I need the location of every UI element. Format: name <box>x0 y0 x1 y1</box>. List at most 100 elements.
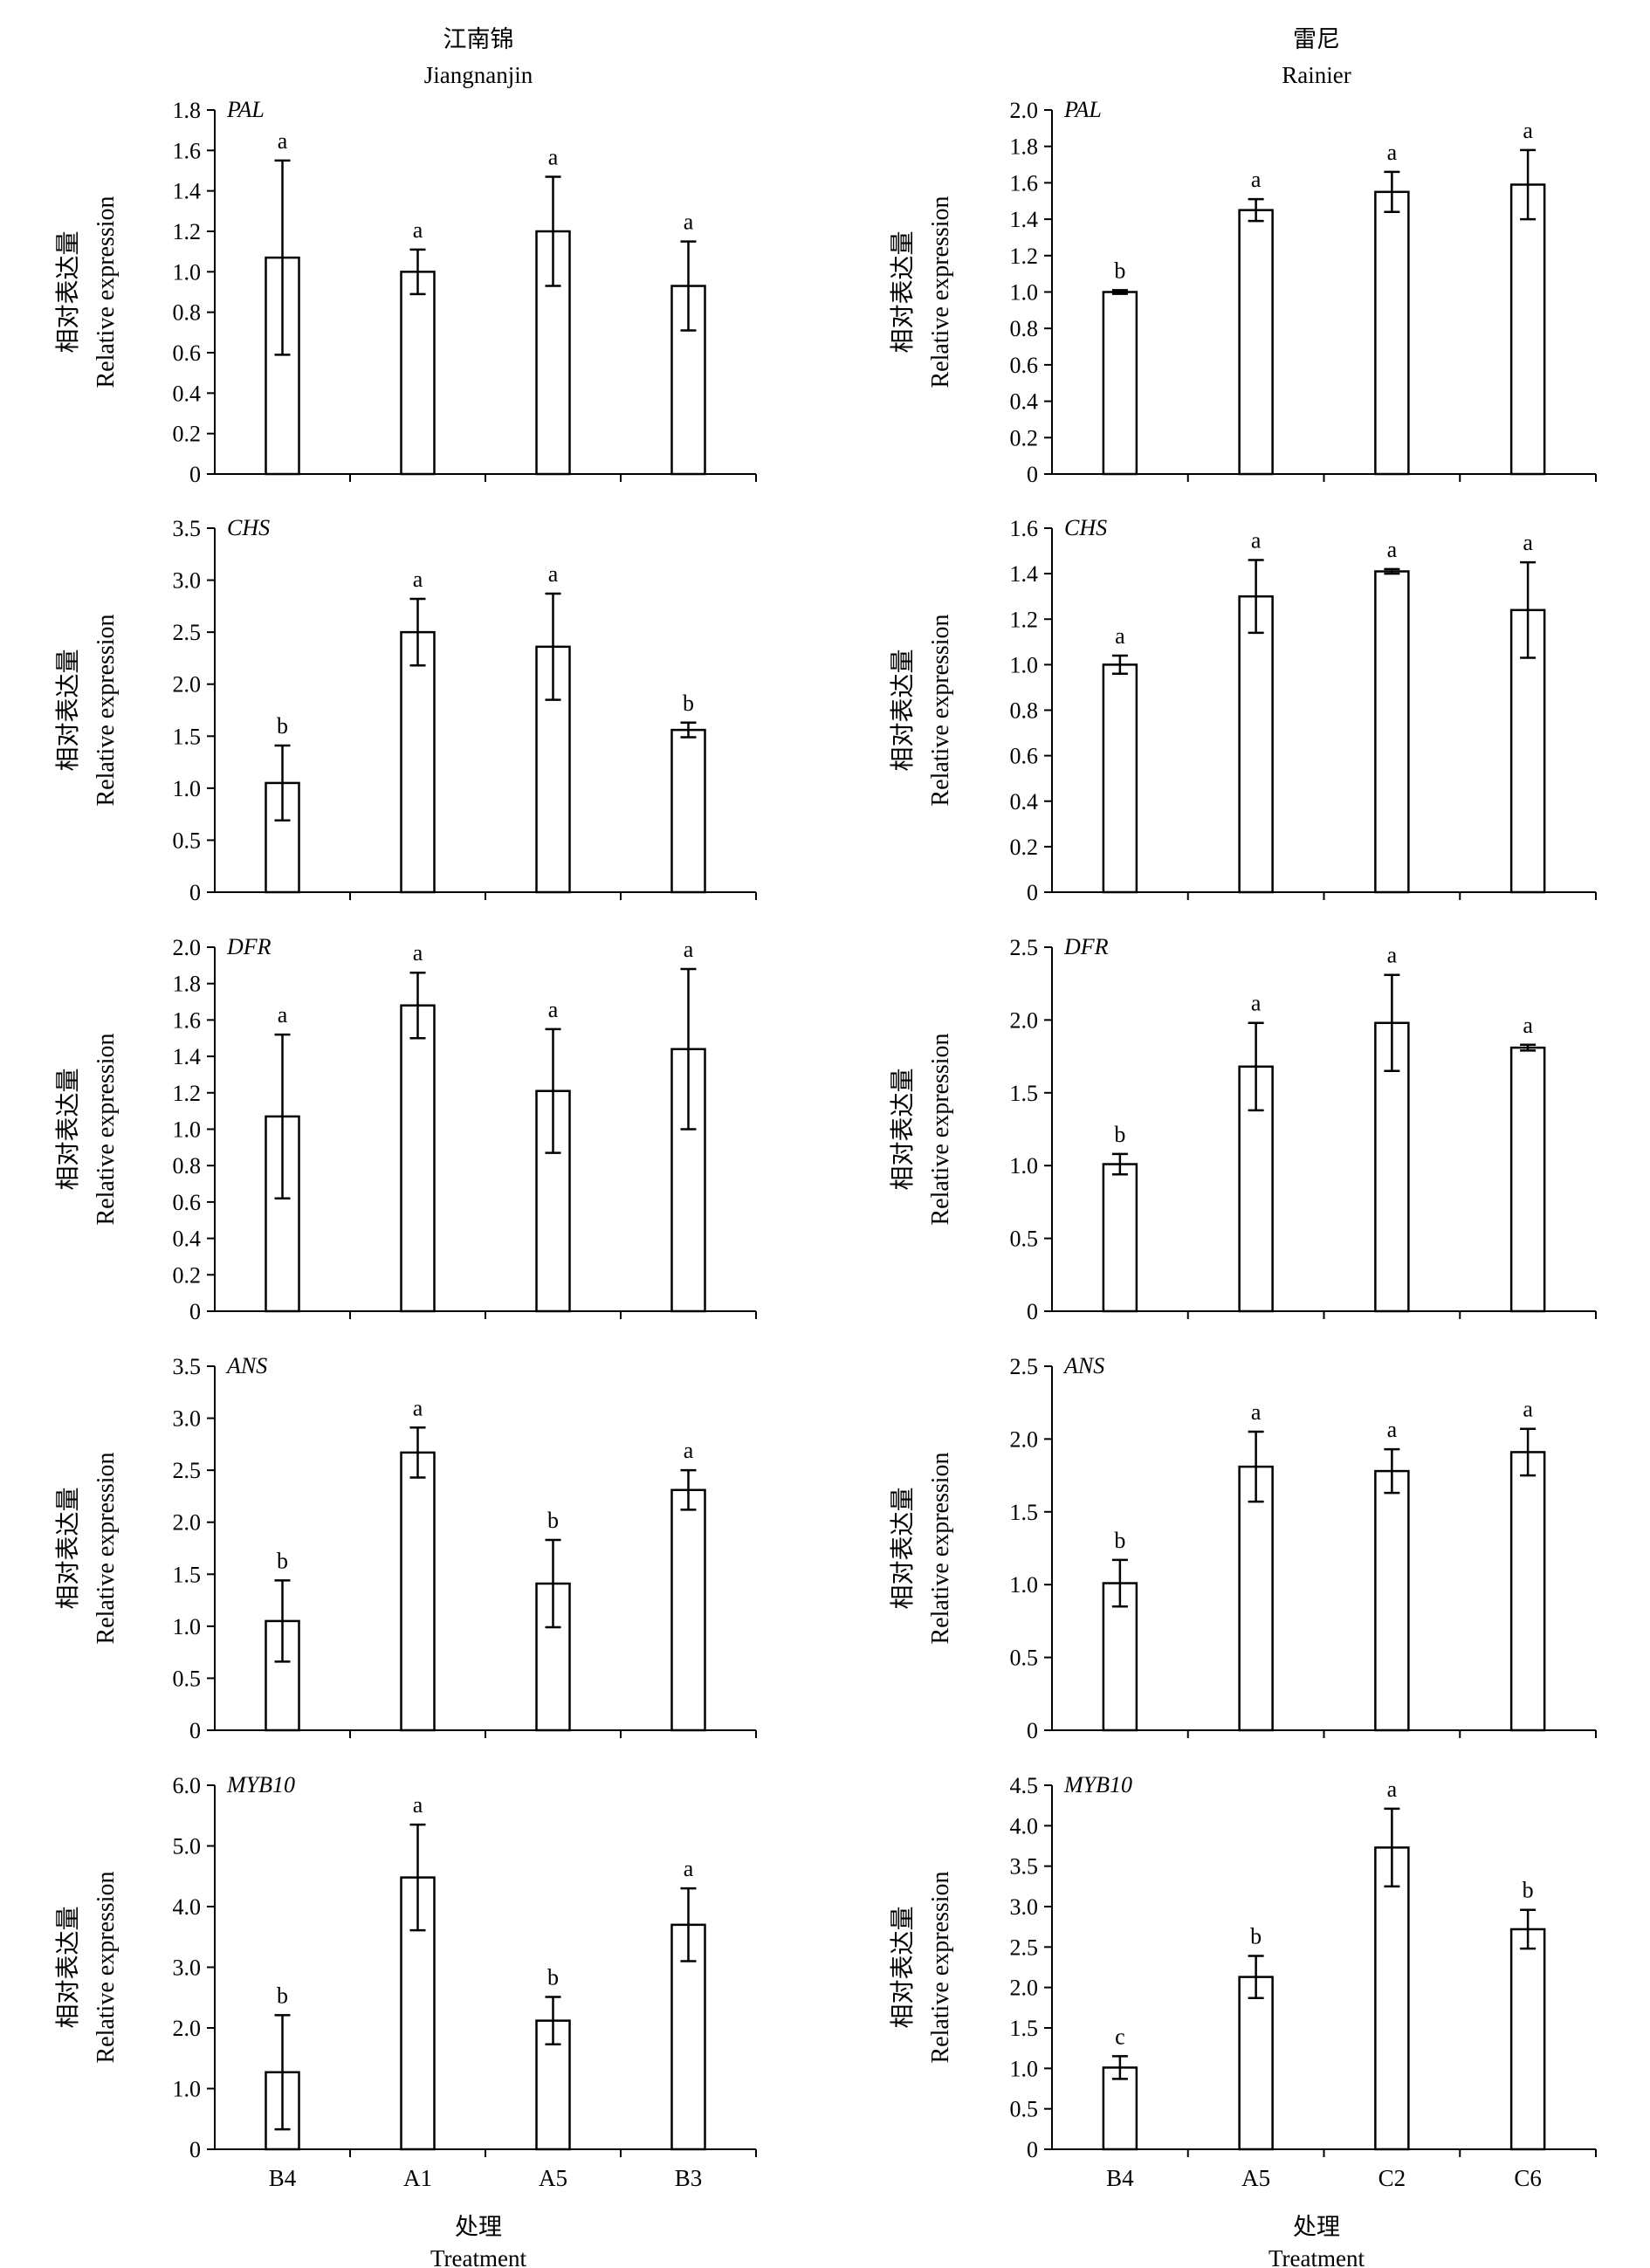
significance-letter: a <box>278 1002 288 1027</box>
significance-letter: b <box>1114 258 1125 283</box>
y-tick-label: 1.0 <box>1010 280 1039 306</box>
panel-left-chs: 0 0.5 1.0 1.5 2.0 2.5 3.0 3.5 CHS 相对表达量 Relative e… <box>54 515 757 905</box>
x-tick-label: A1 <box>403 2165 432 2191</box>
significance-letter: a <box>1387 943 1398 968</box>
bar-c6 <box>1509 183 1546 476</box>
y-tick-label: 2.0 <box>173 1510 202 1536</box>
y-tick-label: 1.2 <box>1010 244 1039 269</box>
column-title-cn-right: 雷尼 <box>1293 26 1340 52</box>
gene-label: CHS <box>1064 515 1107 540</box>
bar-b4 <box>1102 291 1138 476</box>
y-tick-label: 1.0 <box>173 1117 202 1143</box>
gene-label: ANS <box>1062 1353 1104 1378</box>
bar-b4 <box>265 1115 300 1313</box>
significance-letter: a <box>548 144 559 169</box>
bar-b4 <box>1102 663 1138 894</box>
y-axis-label-cn: 相对表达量 <box>54 1487 82 1609</box>
y-tick-label: 2.0 <box>1010 1426 1039 1452</box>
y-tick-label: 2.0 <box>173 2016 202 2041</box>
bar-c6 <box>1509 1046 1546 1313</box>
gene-label: ANS <box>225 1353 267 1378</box>
y-tick-label: 2.5 <box>1010 935 1039 960</box>
y-axis-label-en: Relative expression <box>93 1452 120 1644</box>
y-axis-label-cn: 相对表达量 <box>889 1068 917 1190</box>
significance-letter: a <box>413 940 423 966</box>
y-tick-label: 0.5 <box>173 828 202 853</box>
y-tick-label: 0.8 <box>173 300 202 326</box>
x-axis-label-cn-left: 处理 <box>455 2214 502 2240</box>
y-tick-label: 0.6 <box>173 340 202 366</box>
y-tick-label: 0.8 <box>1010 698 1039 724</box>
y-tick-label: 3.0 <box>1010 1894 1039 1920</box>
gene-label: PAL <box>226 97 265 122</box>
y-tick-label: 3.5 <box>173 1354 202 1379</box>
y-tick-label: 0.8 <box>1010 316 1039 341</box>
significance-letter: b <box>1114 1122 1125 1147</box>
y-axis-label-cn: 相对表达量 <box>889 1906 917 2028</box>
panel-right-pal: 0 0.2 0.4 0.6 0.8 1.0 1.2 1.4 1.6 1.8 2.0 PAL 相对表达量 R… <box>889 97 1597 487</box>
y-tick-label: 1.0 <box>1010 2056 1039 2081</box>
significance-letter: a <box>413 1792 423 1818</box>
significance-letter: a <box>684 1856 694 1881</box>
y-tick-label: 4.0 <box>1010 1813 1039 1838</box>
significance-letter: a <box>684 210 694 235</box>
bar-c2 <box>1374 1846 1410 2151</box>
y-tick-label: 0.4 <box>1010 389 1039 415</box>
bar-c6 <box>1509 1451 1546 1732</box>
y-tick-label: 3.0 <box>173 1406 202 1432</box>
y-tick-label: 0.6 <box>1010 353 1039 378</box>
significance-letter: a <box>1251 527 1262 553</box>
y-tick-label: 1.2 <box>173 1081 202 1106</box>
y-axis-label-cn: 相对表达量 <box>54 230 82 353</box>
y-tick-label: 0.5 <box>1010 1227 1039 1252</box>
significance-letter: a <box>413 567 423 592</box>
bar-c2 <box>1374 570 1410 894</box>
y-tick-label: 1.0 <box>173 259 202 285</box>
y-tick-label: 0 <box>1027 1718 1038 1743</box>
y-tick-label: 0 <box>189 1718 201 1743</box>
y-tick-label: 2.5 <box>1010 1935 1039 1960</box>
y-tick-label: 1.0 <box>173 1614 202 1639</box>
y-tick-label: 3.0 <box>173 568 202 594</box>
y-axis-label-en: Relative expression <box>93 196 120 388</box>
significance-letter: b <box>1523 1878 1534 1903</box>
column-title-en-left: Jiangnanjin <box>424 62 533 88</box>
bar-a1 <box>400 630 436 894</box>
y-axis-label-cn: 相对表达量 <box>54 1068 82 1190</box>
y-tick-label: 0 <box>1027 462 1038 487</box>
significance-letter: a <box>1251 1399 1262 1425</box>
x-tick-label: A5 <box>539 2165 567 2191</box>
significance-letter: a <box>413 1395 423 1420</box>
y-tick-label: 1.0 <box>1010 1572 1039 1598</box>
y-tick-label: 3.5 <box>173 516 202 541</box>
x-axis-label-en-left: Treatment <box>430 2245 526 2268</box>
y-axis-label-en: Relative expression <box>927 1033 954 1225</box>
y-tick-label: 1.8 <box>1010 134 1039 160</box>
y-tick-label: 1.8 <box>173 98 202 123</box>
y-tick-label: 0.8 <box>173 1153 202 1179</box>
panel-right-chs: 0 0.2 0.4 0.6 0.8 1.0 1.2 1.4 1.6 CHS 相对表达量 Relativ… <box>889 515 1597 905</box>
y-tick-label: 0 <box>1027 1299 1038 1324</box>
significance-letter: a <box>278 128 288 154</box>
y-tick-label: 0 <box>189 2137 201 2162</box>
y-tick-label: 1.5 <box>173 1562 202 1587</box>
bar-b4 <box>1102 1582 1138 1732</box>
bar-b3 <box>670 728 706 894</box>
y-tick-label: 4.0 <box>173 1894 202 1920</box>
gene-label: DFR <box>1063 934 1109 959</box>
panel-left-pal: 0 0.2 0.4 0.6 0.8 1.0 1.2 1.4 1.6 1.8 PAL 相对表达量 Rela… <box>54 97 757 487</box>
significance-letter: a <box>1523 1397 1533 1422</box>
significance-letter: a <box>1387 537 1398 562</box>
y-axis-label-en: Relative expression <box>927 614 954 806</box>
panel-left-dfr: 0 0.2 0.4 0.6 0.8 1.0 1.2 1.4 1.6 1.8 2.0 DFR 相对表达量 R… <box>54 934 757 1324</box>
significance-letter: a <box>1251 167 1262 192</box>
y-tick-label: 0 <box>1027 2137 1038 2162</box>
significance-letter: a <box>548 561 559 587</box>
significance-letter: a <box>1387 1777 1398 1802</box>
significance-letter: b <box>547 1508 559 1533</box>
y-tick-label: 1.4 <box>1010 207 1039 232</box>
significance-letter: a <box>1115 623 1125 649</box>
y-tick-label: 1.5 <box>1010 1500 1039 1525</box>
significance-letter: a <box>1387 140 1398 165</box>
